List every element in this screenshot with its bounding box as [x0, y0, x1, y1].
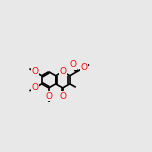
- Text: O: O: [59, 67, 66, 76]
- Text: O: O: [59, 92, 66, 100]
- Text: O: O: [31, 67, 38, 76]
- Text: O: O: [80, 63, 87, 72]
- Text: O: O: [69, 60, 76, 69]
- Text: O: O: [31, 83, 38, 92]
- Text: O: O: [45, 92, 52, 100]
